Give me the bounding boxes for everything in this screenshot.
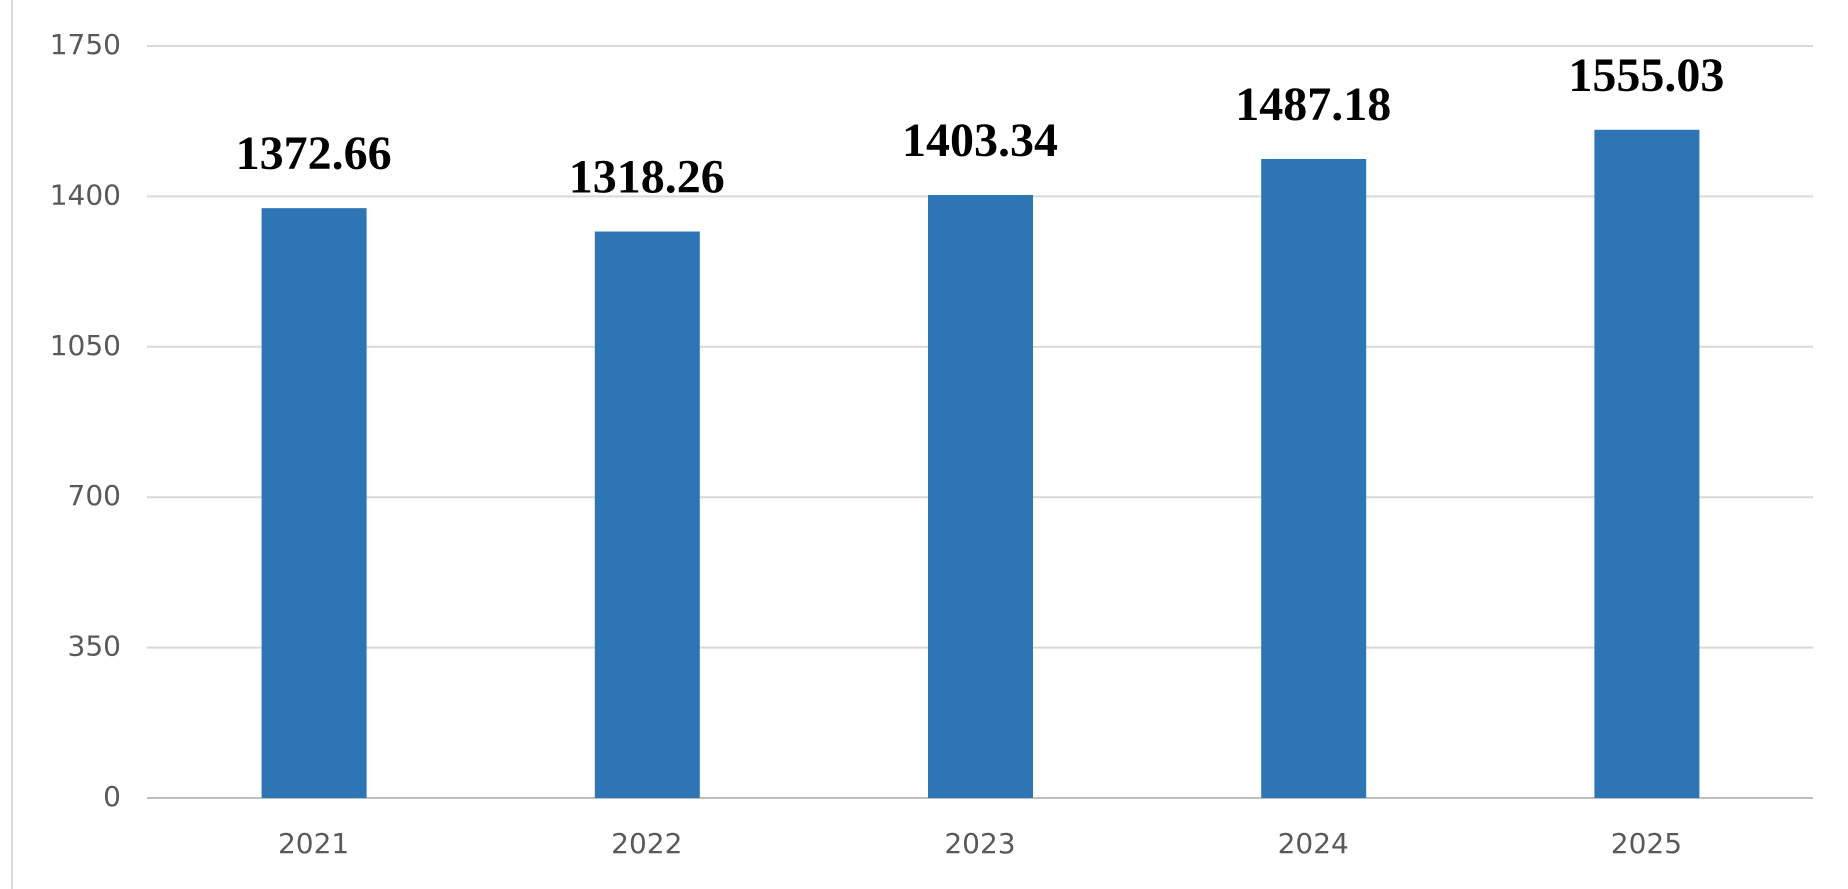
value-label: 1372.66 xyxy=(236,127,392,180)
y-tick-label: 1050 xyxy=(50,329,121,362)
y-tick-label: 1400 xyxy=(50,178,121,211)
bar xyxy=(261,208,367,799)
bar xyxy=(1594,129,1700,799)
y-tick-label: 0 xyxy=(103,780,121,813)
value-label: 1318.26 xyxy=(569,151,725,204)
bar xyxy=(928,194,1033,799)
value-label: 1555.03 xyxy=(1568,49,1724,102)
y-tick-label: 700 xyxy=(68,479,121,512)
bar xyxy=(594,231,700,798)
x-tick-label: 2023 xyxy=(944,827,1015,860)
x-tick-label: 2021 xyxy=(278,827,349,860)
x-tick-label: 2022 xyxy=(611,827,682,860)
y-tick-label: 1750 xyxy=(50,28,121,61)
value-label: 1487.18 xyxy=(1235,78,1391,131)
x-tick-label: 2025 xyxy=(1611,827,1682,860)
value-label: 1403.34 xyxy=(902,114,1058,167)
y-tick-label: 350 xyxy=(68,630,121,663)
x-tick-label: 2024 xyxy=(1278,827,1349,860)
bar xyxy=(1261,158,1367,799)
